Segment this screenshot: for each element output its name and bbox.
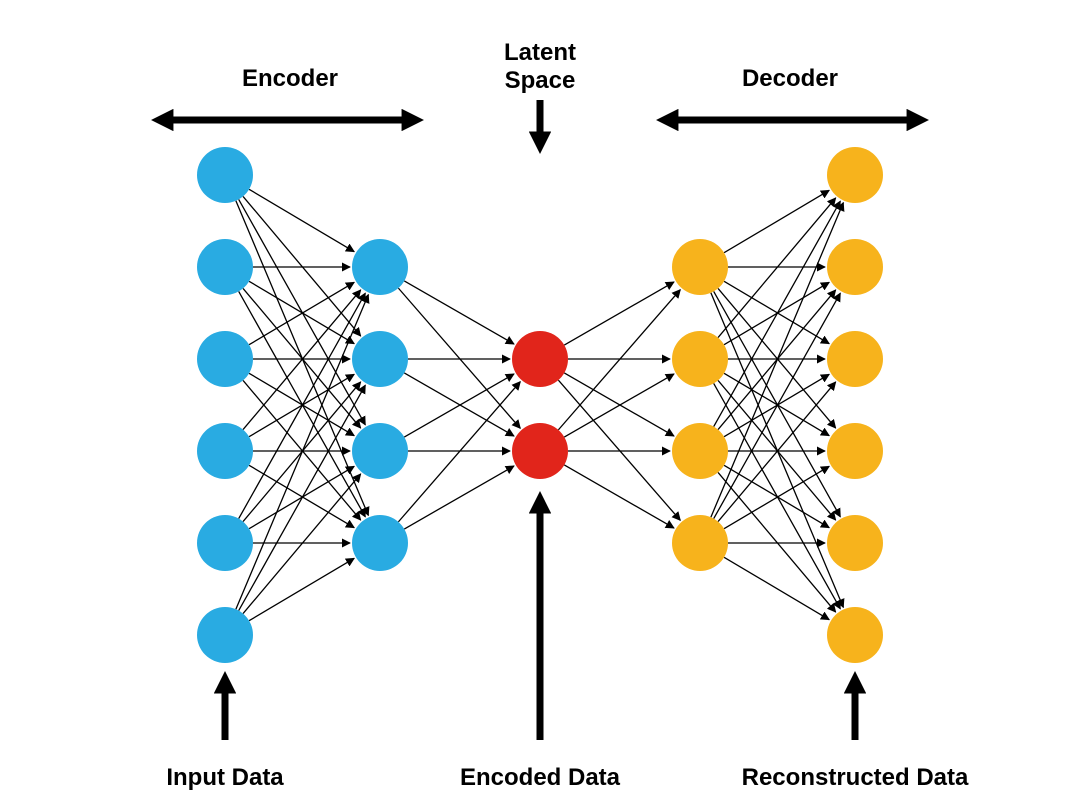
edge: [404, 466, 514, 529]
output-node: [827, 607, 883, 663]
edge: [249, 558, 354, 620]
hidden2-node: [672, 423, 728, 479]
input-node: [197, 607, 253, 663]
latent-space-label-2: Space: [505, 67, 576, 94]
edge: [404, 374, 514, 437]
edge: [243, 474, 361, 614]
autoencoder-diagram: Encoder LatentSpace Decoder Input Data Encod…: [0, 0, 1080, 810]
input-node: [197, 239, 253, 295]
edge: [239, 293, 366, 518]
hidden1-node: [352, 331, 408, 387]
edge: [564, 282, 674, 345]
edge: [243, 196, 361, 336]
output-node: [827, 515, 883, 571]
latent-space-label-1: Latent: [504, 39, 576, 66]
edge: [249, 281, 354, 343]
edge: [398, 288, 520, 428]
hidden1-node: [352, 239, 408, 295]
hidden1-node: [352, 515, 408, 571]
latent-node: [512, 331, 568, 387]
hidden1-node: [352, 423, 408, 479]
edge: [398, 382, 520, 522]
edge: [718, 472, 836, 612]
edge: [558, 380, 680, 520]
output-node: [827, 239, 883, 295]
edge: [249, 189, 354, 251]
hidden2-node: [672, 239, 728, 295]
edge: [558, 290, 680, 430]
encoder-label: Encoder: [242, 65, 338, 92]
input-data-label: Input Data: [166, 764, 284, 791]
edge: [239, 385, 366, 610]
edge: [404, 281, 514, 344]
edge: [724, 190, 829, 252]
edge: [724, 557, 829, 619]
output-node: [827, 147, 883, 203]
input-node: [197, 147, 253, 203]
edge: [714, 201, 841, 426]
reconstructed-data-label: Reconstructed Data: [742, 764, 969, 791]
hidden2-node: [672, 331, 728, 387]
hidden2-node: [672, 515, 728, 571]
edge: [564, 465, 674, 528]
output-node: [827, 423, 883, 479]
decoder-label: Decoder: [742, 65, 838, 92]
input-node: [197, 331, 253, 387]
input-node: [197, 515, 253, 571]
latent-node: [512, 423, 568, 479]
input-node: [197, 423, 253, 479]
edge: [404, 373, 514, 436]
edge: [718, 380, 836, 520]
output-node: [827, 331, 883, 387]
edge: [718, 198, 836, 338]
edge: [714, 293, 841, 518]
encoded-data-label: Encoded Data: [460, 764, 621, 791]
